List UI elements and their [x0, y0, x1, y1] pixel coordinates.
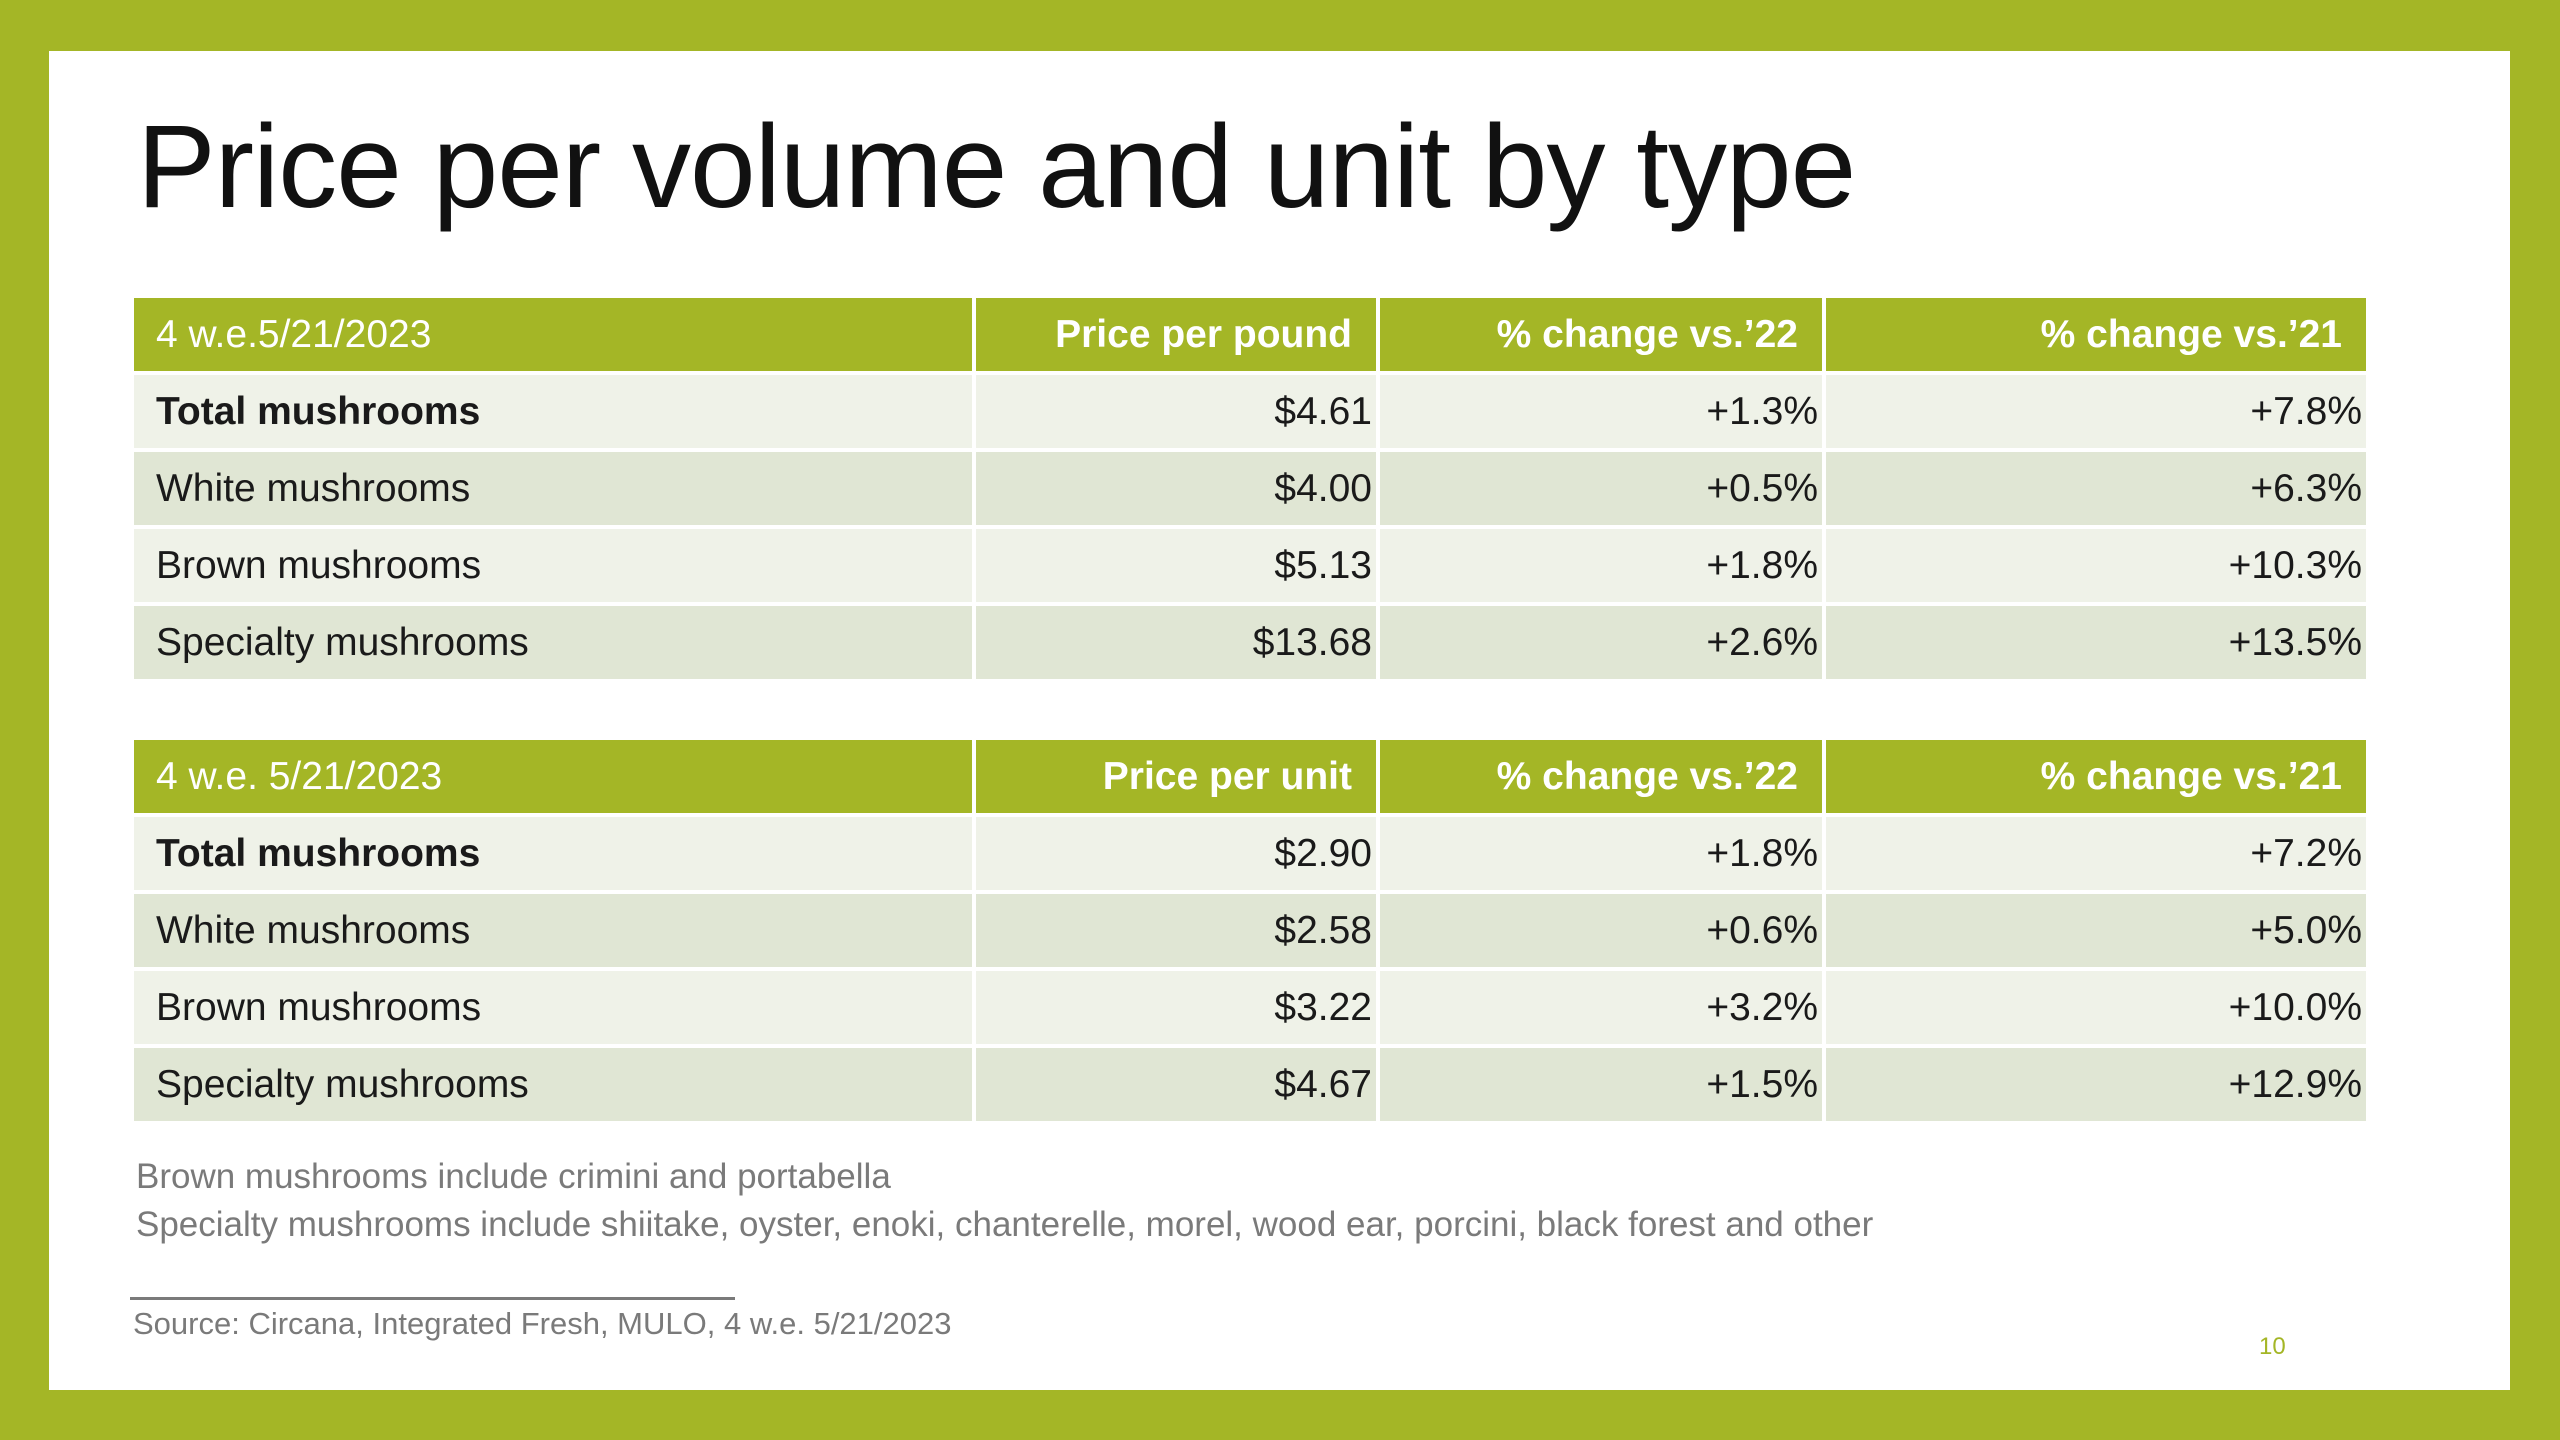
- row-label: Specialty mushrooms: [134, 1048, 972, 1121]
- price-cell: $4.61: [976, 375, 1376, 448]
- footnotes: Brown mushrooms include crimini and port…: [136, 1153, 1873, 1249]
- change-21-cell: +10.3%: [1826, 529, 2366, 602]
- change-21-cell: +12.9%: [1826, 1048, 2366, 1121]
- price-cell: $2.58: [976, 894, 1376, 967]
- price-cell: $5.13: [976, 529, 1376, 602]
- price-per-pound-header: Price per pound: [976, 298, 1376, 371]
- table-row: White mushrooms $4.00 +0.5% +6.3%: [134, 452, 2366, 525]
- change-22-cell: +0.5%: [1380, 452, 1822, 525]
- row-label: Specialty mushrooms: [134, 606, 972, 679]
- table-row: Specialty mushrooms $13.68 +2.6% +13.5%: [134, 606, 2366, 679]
- price-cell: $4.00: [976, 452, 1376, 525]
- table-row: Brown mushrooms $3.22 +3.2% +10.0%: [134, 971, 2366, 1044]
- change-21-cell: +10.0%: [1826, 971, 2366, 1044]
- table-header-row: 4 w.e. 5/21/2023 Price per unit % change…: [134, 740, 2366, 813]
- period-header: 4 w.e.5/21/2023: [134, 298, 972, 371]
- table-row: Brown mushrooms $5.13 +1.8% +10.3%: [134, 529, 2366, 602]
- footnote-brown: Brown mushrooms include crimini and port…: [136, 1157, 891, 1196]
- row-label: White mushrooms: [134, 452, 972, 525]
- price-cell: $13.68: [976, 606, 1376, 679]
- change-22-cell: +1.8%: [1380, 817, 1822, 890]
- change-21-cell: +13.5%: [1826, 606, 2366, 679]
- change-vs-21-header: % change vs.’21: [1826, 298, 2366, 371]
- change-22-cell: +1.3%: [1380, 375, 1822, 448]
- row-label: Brown mushrooms: [134, 971, 972, 1044]
- change-21-cell: +7.8%: [1826, 375, 2366, 448]
- price-per-unit-header: Price per unit: [976, 740, 1376, 813]
- footnote-specialty: Specialty mushrooms include shiitake, oy…: [136, 1205, 1874, 1244]
- change-vs-22-header: % change vs.’22: [1380, 298, 1822, 371]
- row-label: White mushrooms: [134, 894, 972, 967]
- slide-title: Price per volume and unit by type: [137, 101, 1856, 233]
- row-label: Brown mushrooms: [134, 529, 972, 602]
- source-note: Source: Circana, Integrated Fresh, MULO,…: [133, 1306, 952, 1341]
- row-label: Total mushrooms: [134, 817, 972, 890]
- change-22-cell: +1.5%: [1380, 1048, 1822, 1121]
- table-row: Specialty mushrooms $4.67 +1.5% +12.9%: [134, 1048, 2366, 1121]
- source-divider: [130, 1297, 735, 1300]
- change-22-cell: +2.6%: [1380, 606, 1822, 679]
- change-vs-21-header: % change vs.’21: [1826, 740, 2366, 813]
- change-vs-22-header: % change vs.’22: [1380, 740, 1822, 813]
- price-cell: $2.90: [976, 817, 1376, 890]
- row-label: Total mushrooms: [134, 375, 972, 448]
- change-22-cell: +0.6%: [1380, 894, 1822, 967]
- table-row: Total mushrooms $2.90 +1.8% +7.2%: [134, 817, 2366, 890]
- slide: Price per volume and unit by type 4 w.e.…: [49, 51, 2510, 1390]
- table-row: White mushrooms $2.58 +0.6% +5.0%: [134, 894, 2366, 967]
- change-22-cell: +1.8%: [1380, 529, 1822, 602]
- table-row: Total mushrooms $4.61 +1.3% +7.8%: [134, 375, 2366, 448]
- change-22-cell: +3.2%: [1380, 971, 1822, 1044]
- change-21-cell: +5.0%: [1826, 894, 2366, 967]
- price-cell: $3.22: [976, 971, 1376, 1044]
- page-number: 10: [2259, 1333, 2286, 1360]
- period-header: 4 w.e. 5/21/2023: [134, 740, 972, 813]
- change-21-cell: +7.2%: [1826, 817, 2366, 890]
- price-cell: $4.67: [976, 1048, 1376, 1121]
- table-header-row: 4 w.e.5/21/2023 Price per pound % change…: [134, 298, 2366, 371]
- price-per-pound-table: 4 w.e.5/21/2023 Price per pound % change…: [130, 294, 2370, 683]
- price-per-unit-table: 4 w.e. 5/21/2023 Price per unit % change…: [130, 736, 2370, 1125]
- change-21-cell: +6.3%: [1826, 452, 2366, 525]
